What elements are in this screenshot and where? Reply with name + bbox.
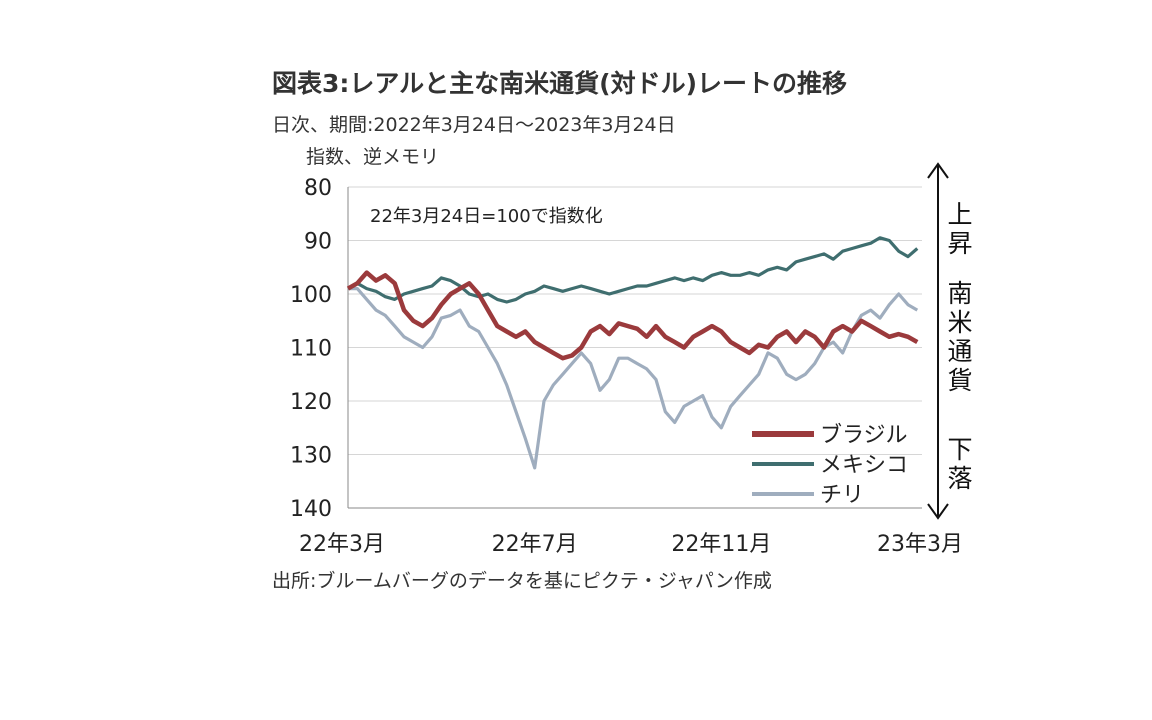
svg-text:南: 南 <box>947 279 972 308</box>
y-tick-label: 130 <box>290 444 332 469</box>
x-tick-label: 22年3月 <box>299 532 385 557</box>
x-tick-label: 23年3月 <box>877 532 963 557</box>
x-tick-label: 22年7月 <box>492 532 578 557</box>
arrow-head-up <box>927 162 949 179</box>
x-axis-tick-labels: 22年3月 22年7月 22年11月 23年3月 <box>299 532 963 557</box>
side-label-up: 上昇 <box>947 200 972 258</box>
y-tick-label: 120 <box>290 390 332 415</box>
svg-text:昇: 昇 <box>947 229 972 258</box>
legend-label-0: ブラジル <box>820 423 908 448</box>
series-line-mexico <box>347 236 919 304</box>
svg-text:貨: 貨 <box>947 366 972 395</box>
chart-subtitle: 日次、期間:2022年3月24日～2023年3月24日 <box>272 114 676 136</box>
y-tick-label: 110 <box>290 337 332 362</box>
legend-label-1: メキシコ <box>820 453 908 478</box>
legend-label-2: チリ <box>820 483 864 508</box>
side-label-down: 下落 <box>947 435 972 493</box>
chart-annotation: 22年3月24日=100で指数化 <box>370 206 603 227</box>
chart-title: 図表3:レアルと主な南米通貨(対ドル)レートの推移 <box>272 69 847 98</box>
y-tick-label: 80 <box>304 176 332 201</box>
y-tick-label: 100 <box>290 283 332 308</box>
series-line-chile <box>348 287 919 470</box>
series-line-brazil <box>346 270 919 361</box>
gridlines <box>348 186 922 455</box>
side-label-middle: 南米通貨 <box>947 279 972 395</box>
svg-text:上: 上 <box>947 200 972 229</box>
svg-text:通: 通 <box>947 337 972 366</box>
y-tick-label: 140 <box>290 497 332 522</box>
y-axis-tick-labels: 80 90 100 110 120 130 140 <box>290 176 332 522</box>
svg-text:米: 米 <box>947 308 972 337</box>
y-tick-label: 90 <box>304 230 332 255</box>
series-lines <box>346 236 919 470</box>
arrow-head-down <box>927 503 949 520</box>
source-note: 出所:ブルームバーグのデータを基にピクテ・ジャパン作成 <box>272 570 772 592</box>
svg-text:下: 下 <box>947 435 972 464</box>
svg-text:落: 落 <box>947 464 972 493</box>
unit-note: 指数、逆メモリ <box>306 146 440 168</box>
x-tick-label: 22年11月 <box>671 532 771 557</box>
